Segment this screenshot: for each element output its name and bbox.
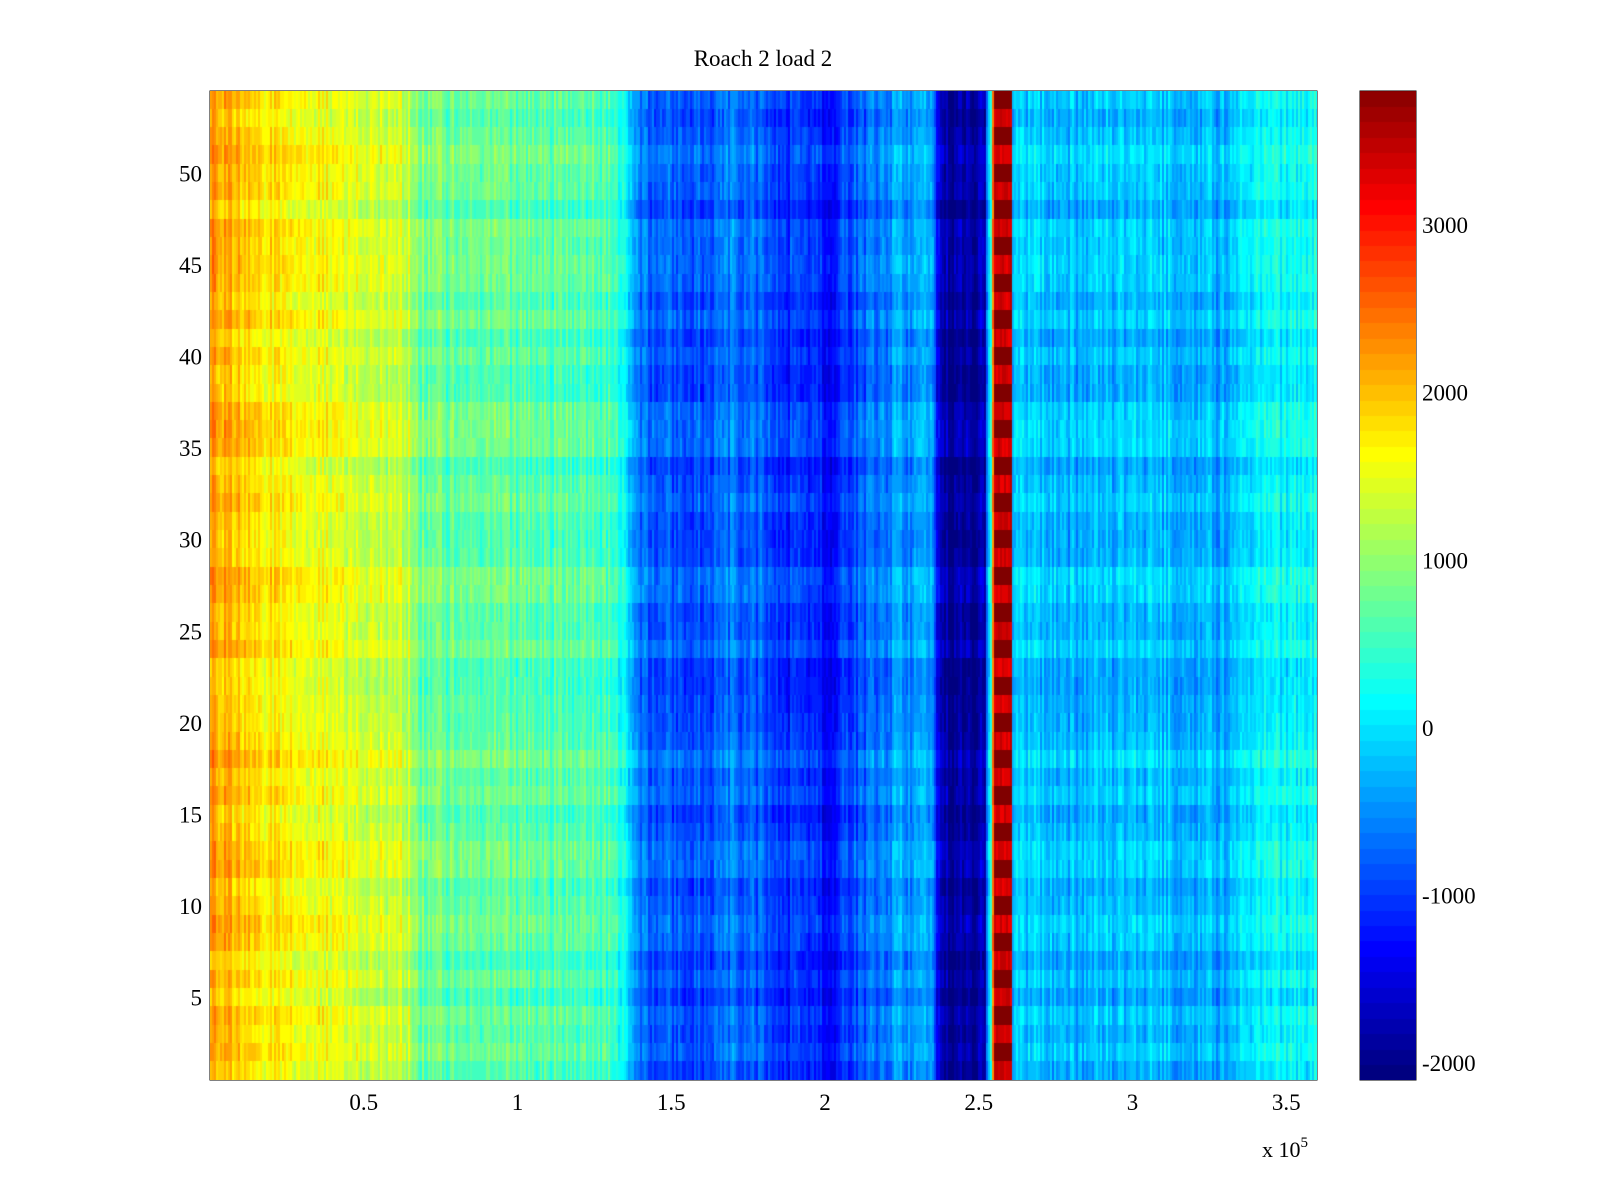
y-tick-label-1: 10: [179, 894, 202, 919]
y-tick-label-6: 35: [179, 436, 202, 461]
x-tick-label-2: 1.5: [657, 1090, 686, 1115]
x-tick-label-1: 1: [512, 1090, 524, 1115]
x-tick-label-6: 3.5: [1272, 1090, 1301, 1115]
y-tick-label-4: 25: [179, 619, 202, 644]
colorbar-tick-label-3: 1000: [1422, 548, 1468, 573]
colorbar-gradient: [1360, 91, 1416, 1080]
x-exponent-label: x 105: [1262, 1135, 1308, 1162]
x-exponent-prefix: x 10: [1262, 1137, 1301, 1162]
chart-title: Roach 2 load 2: [694, 46, 833, 71]
colorbar-tick-label-1: -1000: [1422, 884, 1476, 909]
y-tick-label-2: 15: [179, 802, 202, 827]
y-tick-label-8: 45: [179, 253, 202, 278]
x-tick-label-5: 3: [1127, 1090, 1139, 1115]
y-axis-ticks: 5 10 15 20 25 30 35 40 45 50: [179, 161, 1317, 1011]
y-tick-label-5: 30: [179, 528, 202, 553]
colorbar-tick-label-2: 0: [1422, 716, 1434, 741]
y-tick-label-0: 5: [191, 986, 203, 1011]
x-tick-label-0: 0.5: [349, 1090, 378, 1115]
heatmap-image: [210, 91, 1317, 1080]
x-tick-label-3: 2: [819, 1090, 831, 1115]
colorbar-ticks: -2000 -1000 0 1000 2000 3000: [1360, 213, 1476, 1076]
x-tick-label-4: 2.5: [964, 1090, 993, 1115]
y-tick-label-3: 20: [179, 711, 202, 736]
colorbar-tick-label-5: 3000: [1422, 213, 1468, 238]
y-tick-label-7: 40: [179, 345, 202, 370]
colorbar-tick-label-4: 2000: [1422, 381, 1468, 406]
y-tick-label-9: 50: [179, 161, 202, 186]
x-exponent-power: 5: [1301, 1135, 1309, 1151]
colorbar-tick-label-0: -2000: [1422, 1051, 1476, 1076]
